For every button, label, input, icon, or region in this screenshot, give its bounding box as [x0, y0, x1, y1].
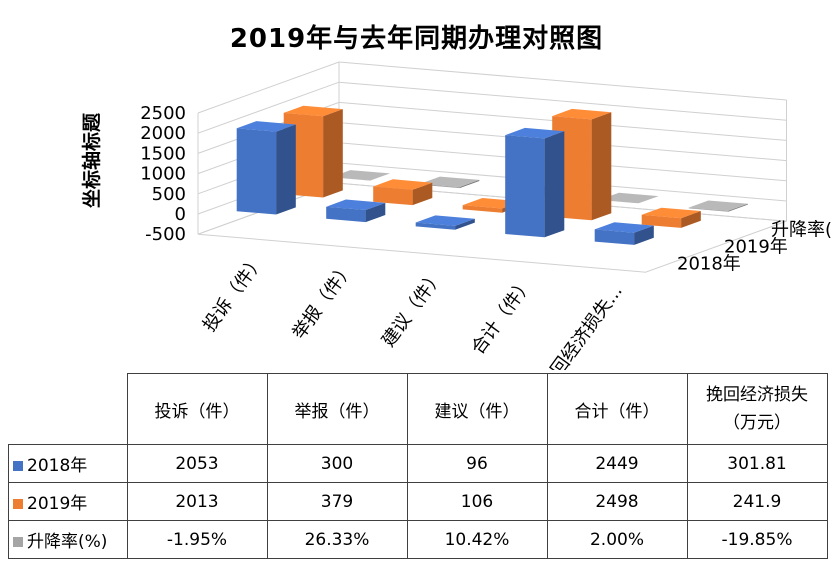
bar-side: [370, 173, 390, 181]
table-cell: -1.95%: [126, 520, 268, 559]
table-cell: 379: [266, 482, 408, 521]
bar-top: [326, 199, 386, 210]
y-tick-label: 2000: [140, 123, 186, 144]
series-row-label: 2019年: [8, 482, 128, 521]
x-tick-label: 挽回经济损失...: [536, 281, 627, 370]
table-cell: 301.81: [686, 444, 828, 483]
bar-side: [634, 225, 654, 245]
bar-top: [420, 176, 480, 188]
y-tick-label: -500: [145, 224, 186, 245]
y-tick-label: 500: [152, 184, 186, 205]
table-cell: -19.85%: [686, 520, 828, 559]
x-tick-label: 建议（件）: [378, 266, 448, 351]
bar-side: [591, 112, 612, 221]
table-cell: 10.42%: [406, 520, 548, 559]
legend-swatch: [13, 461, 23, 471]
legend-swatch: [13, 537, 23, 547]
bar-top: [641, 207, 701, 219]
table-header-cell: 建议（件）: [406, 373, 548, 445]
table-cell: 2498: [546, 482, 688, 521]
table-cell: 96: [406, 444, 548, 483]
y-tick-label: 0: [175, 204, 186, 225]
gridline: [197, 61, 787, 114]
data-table: 投诉（件） 举报（件） 建议（件） 合计（件） 挽回经济损失 （万元） 2018年…: [8, 373, 828, 559]
bar-top: [283, 105, 343, 117]
bar-side: [459, 179, 480, 189]
bar-top: [599, 192, 659, 204]
table-cell: 2.00%: [546, 520, 688, 559]
bar-side: [365, 202, 386, 223]
series-axis-label: 2019年: [724, 237, 788, 258]
bar-top: [594, 222, 654, 233]
series-name: 2019年: [27, 494, 88, 514]
bar: [641, 214, 682, 228]
bar-top: [415, 215, 475, 226]
table-header-cell: 合计（件）: [546, 373, 688, 445]
series-axis-label: 升降率(%): [771, 220, 833, 241]
bar-side: [455, 218, 475, 230]
bar-side: [412, 182, 433, 206]
series-row-label: 升降率(%): [8, 520, 128, 559]
bar-top: [373, 179, 433, 190]
table-row: 2019年 2013 379 106 2498 241.9: [8, 482, 828, 521]
x-tick-label: 投诉（件）: [199, 251, 269, 336]
bar: [326, 206, 366, 223]
table-corner: [8, 373, 128, 445]
bar-side: [728, 203, 748, 212]
table-cell: 106: [406, 482, 548, 521]
y-axis-label: 坐标轴标题: [81, 112, 103, 208]
bar: [373, 186, 413, 206]
series-axis-label: 2018年: [677, 254, 741, 275]
bar-side: [681, 211, 701, 228]
floor-edge: [197, 220, 787, 273]
table-row: 2018年 2053 300 96 2449 301.81: [8, 444, 828, 483]
bar-side: [276, 124, 296, 215]
table-cell: 241.9: [686, 482, 828, 521]
chart-title: 2019年与去年同期办理对照图: [229, 24, 604, 54]
bar-top: [330, 170, 390, 181]
table-cell: 300: [266, 444, 408, 483]
table-cell: 2013: [126, 482, 268, 521]
x-tick-label: 合计（件）: [467, 273, 537, 358]
y-tick-label: 1500: [140, 143, 186, 164]
bar-side: [323, 109, 343, 198]
bar: [415, 222, 456, 230]
table-header-cell: 挽回经济损失 （万元）: [686, 373, 828, 445]
table-cell: 2449: [546, 444, 688, 483]
bar-top: [505, 127, 565, 139]
y-tick-label: 2500: [140, 103, 186, 124]
bar: [462, 205, 503, 213]
table-cell: 26.33%: [266, 520, 408, 559]
series-row-label: 2018年: [8, 444, 128, 483]
bar: [594, 229, 635, 245]
series-name: 升降率(%): [27, 532, 108, 552]
bar: [505, 135, 545, 238]
bar-top: [688, 200, 748, 211]
series-name: 2018年: [27, 456, 88, 476]
bar-side: [544, 131, 565, 238]
bar-top: [236, 121, 296, 132]
bar: [236, 128, 277, 215]
table-row: 升降率(%) -1.95% 26.33% 10.42% 2.00% -19.85%: [8, 520, 828, 559]
table-header-cell: 投诉（件）: [126, 373, 268, 445]
y-tick-label: 1000: [140, 164, 186, 185]
table-header-row: 投诉（件） 举报（件） 建议（件） 合计（件） 挽回经济损失 （万元）: [8, 373, 828, 445]
x-tick-label: 举报（件）: [288, 258, 358, 343]
bar-top: [552, 108, 612, 120]
table-cell: 2053: [126, 444, 268, 483]
bar: [688, 207, 729, 212]
legend-swatch: [13, 499, 23, 509]
bar-side: [638, 196, 659, 204]
table-header-cell: 举报（件）: [266, 373, 408, 445]
